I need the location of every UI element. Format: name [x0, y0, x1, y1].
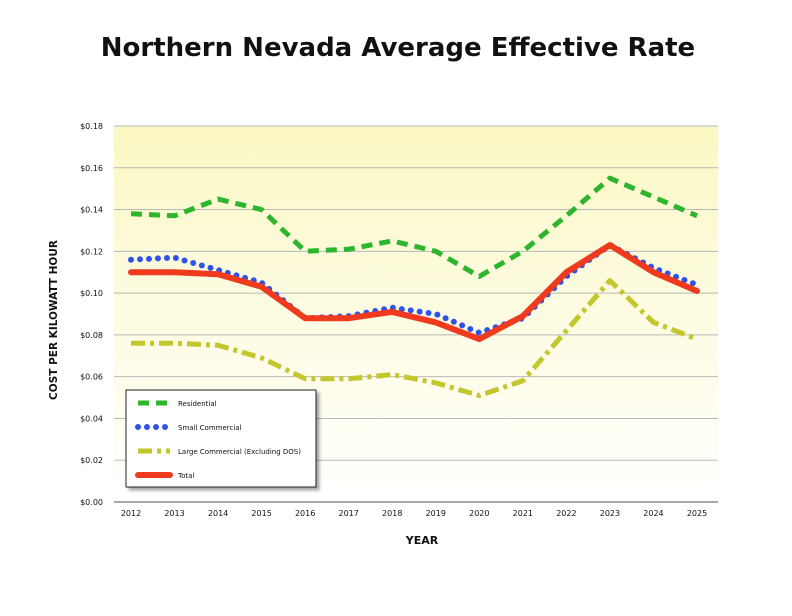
legend: Residential Small Commercial Large Commerc…	[126, 390, 316, 487]
x-tick-label: 2014	[208, 509, 228, 518]
y-tick-label: $0.12	[80, 247, 103, 256]
y-tick-label: $0.06	[80, 373, 103, 382]
x-tick-label: 2012	[121, 509, 141, 518]
x-tick-label: 2015	[251, 509, 271, 518]
y-tick-label: $0.14	[80, 206, 103, 215]
legend-label: Total	[177, 472, 194, 480]
chart-title: Northern Nevada Average Effective Rate	[101, 33, 695, 63]
legend-label: Residential	[178, 400, 217, 408]
y-tick-label: $0.16	[80, 164, 103, 173]
x-tick-label: 2021	[513, 509, 533, 518]
x-tick-label: 2013	[164, 509, 184, 518]
y-tick-label: $0.10	[80, 289, 103, 298]
y-tick-label: $0.00	[80, 498, 103, 507]
y-tick-label: $0.08	[80, 331, 103, 340]
x-tick-label: 2024	[643, 509, 663, 518]
y-axis-label: COST PER KILOWATT HOUR	[48, 240, 60, 400]
y-tick-label: $0.18	[80, 122, 103, 131]
x-tick-label: 2016	[295, 509, 315, 518]
x-axis-label: YEAR	[405, 534, 439, 547]
x-tick-label: 2019	[426, 509, 446, 518]
x-tick-label: 2023	[600, 509, 620, 518]
y-tick-labels: $0.00 $0.02 $0.04 $0.06 $0.08 $0.10 $0.12 $0.14…	[80, 122, 103, 507]
legend-label: Small Commercial	[178, 424, 242, 432]
x-tick-labels: 2012 2013 2014 2015 2016 2017 2018 2019 2020 2021…	[121, 509, 707, 518]
x-tick-label: 2017	[339, 509, 359, 518]
x-tick-label: 2025	[687, 509, 707, 518]
legend-label: Large Commercial (Excluding DOS)	[178, 448, 301, 456]
x-tick-label: 2018	[382, 509, 402, 518]
y-tick-label: $0.04	[80, 414, 103, 423]
x-tick-label: 2022	[556, 509, 576, 518]
y-tick-label: $0.02	[80, 456, 103, 465]
x-tick-label: 2020	[469, 509, 489, 518]
